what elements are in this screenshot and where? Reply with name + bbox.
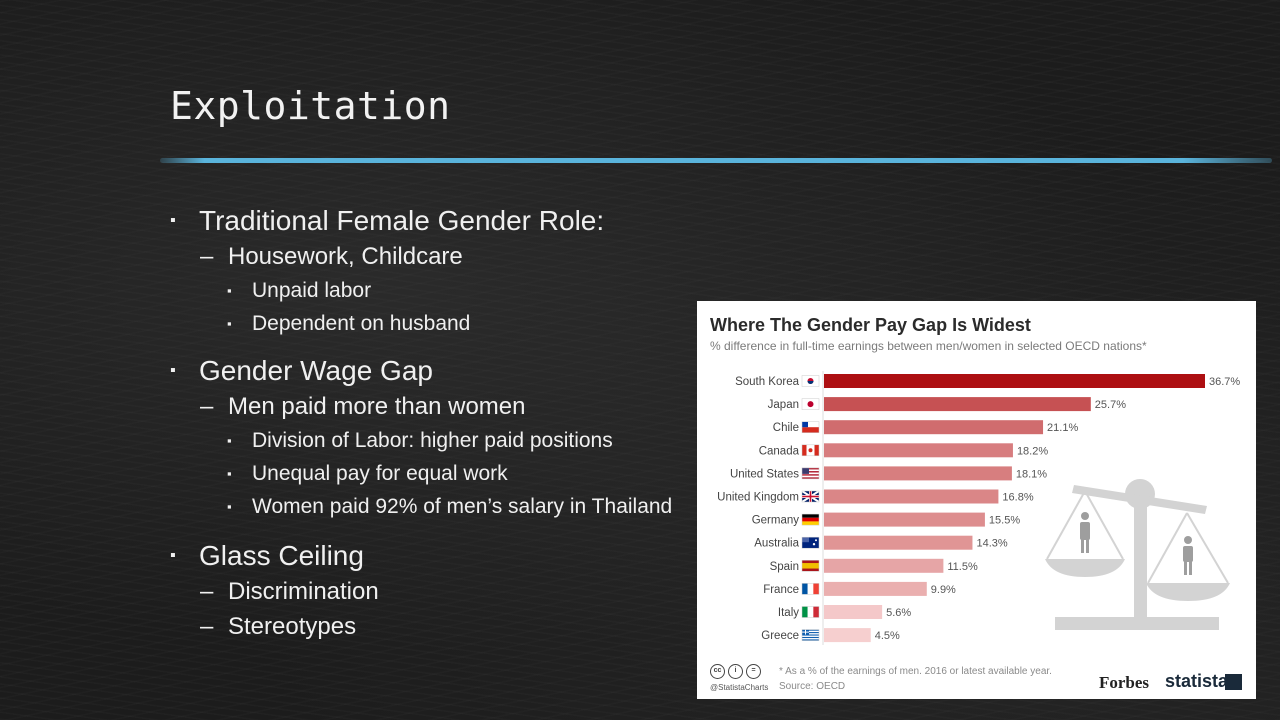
- bar-italy: [824, 605, 883, 619]
- value-label-japan: 25.7%: [1095, 399, 1126, 411]
- bullet-wage-gap: Gender Wage Gap: [170, 352, 672, 389]
- chart-panel: Where The Gender Pay Gap Is Widest % dif…: [697, 301, 1256, 699]
- bar-australia: [824, 535, 973, 550]
- value-label-united-states: 18.1%: [1016, 468, 1047, 480]
- subbullet-stereotypes: Stereotypes: [170, 609, 672, 644]
- slide-title: Exploitation: [170, 84, 451, 128]
- united-states-flag-icon: [801, 467, 820, 480]
- category-label-germany: Germany: [752, 515, 800, 527]
- category-label-japan: Japan: [768, 399, 799, 411]
- bar-japan: [824, 397, 1091, 412]
- bar-south-korea: [824, 374, 1205, 388]
- subbullet-unequal-pay: Unequal pay for equal work: [170, 457, 672, 490]
- creative-commons-icon: cc: [710, 664, 725, 679]
- category-label-united-states: United States: [730, 468, 799, 480]
- category-label-chile: Chile: [773, 422, 799, 434]
- subbullet-men-paid-more: Men paid more than women: [170, 389, 672, 424]
- license-icons: cc i =: [710, 664, 761, 679]
- germany-flag-icon: [801, 513, 820, 526]
- scale-illustration: [1045, 479, 1230, 630]
- value-label-greece: 4.5%: [875, 630, 900, 642]
- value-label-spain: 11.5%: [947, 561, 978, 573]
- spain-flag-icon: [801, 560, 820, 572]
- bar-germany: [824, 512, 985, 527]
- italy-flag-icon: [801, 606, 820, 618]
- greece-flag-icon: [801, 629, 820, 641]
- category-label-italy: Italy: [778, 607, 799, 619]
- subbullet-unpaid-labor: Unpaid labor: [170, 274, 672, 307]
- statista-handle: @StatistaCharts: [710, 683, 769, 692]
- value-label-canada: 18.2%: [1017, 445, 1048, 457]
- bar-united-kingdom: [824, 489, 999, 504]
- category-label-australia: Australia: [754, 538, 799, 550]
- category-label-spain: Spain: [770, 561, 799, 573]
- bullet-glass-ceiling: Glass Ceiling: [170, 537, 672, 574]
- chart-title: Where The Gender Pay Gap Is Widest: [710, 315, 1031, 335]
- category-label-france: France: [763, 584, 799, 596]
- value-label-australia: 14.3%: [976, 538, 1007, 550]
- no-derivatives-icon: =: [746, 664, 761, 679]
- subbullet-division-of-labor: Division of Labor: higher paid positions: [170, 424, 672, 457]
- japan-flag-icon: [801, 398, 820, 410]
- bar-canada: [824, 443, 1013, 458]
- bullet-traditional-role: Traditional Female Gender Role:: [170, 202, 672, 239]
- subbullet-housework: Housework, Childcare: [170, 239, 672, 274]
- bar-spain: [824, 558, 944, 573]
- forbes-logo: Forbes: [1099, 673, 1150, 692]
- statista-logo: statista: [1165, 671, 1229, 691]
- attribution-icon: i: [728, 664, 743, 679]
- category-label-united-kingdom: United Kingdom: [717, 492, 799, 504]
- australia-flag-icon: [801, 536, 820, 549]
- bullet-list: Traditional Female Gender Role: Housewor…: [170, 202, 672, 644]
- united-kingdom-flag-icon: [801, 490, 820, 503]
- south-korea-flag-icon: [801, 375, 820, 387]
- bar-chile: [824, 420, 1044, 435]
- chile-flag-icon: [801, 421, 820, 433]
- value-label-germany: 15.5%: [989, 515, 1020, 527]
- bar-greece: [824, 628, 871, 643]
- bar-chart: South Korea 36.7% Japan 25.7% Chile 21.1% Cana…: [717, 371, 1240, 645]
- value-label-france: 9.9%: [931, 584, 956, 596]
- category-label-canada: Canada: [759, 445, 800, 457]
- value-label-italy: 5.6%: [886, 607, 911, 619]
- category-label-greece: Greece: [761, 630, 799, 642]
- category-label-south-korea: South Korea: [735, 376, 800, 388]
- subbullet-dependent: Dependent on husband: [170, 307, 672, 340]
- subbullet-thailand: Women paid 92% of men’s salary in Thaila…: [170, 490, 672, 523]
- subbullet-discrimination: Discrimination: [170, 574, 672, 609]
- statista-logo-mark-icon: [1225, 674, 1242, 690]
- value-label-united-kingdom: 16.8%: [1002, 492, 1033, 504]
- value-label-south-korea: 36.7%: [1209, 376, 1240, 388]
- title-divider: [160, 158, 1272, 163]
- canada-flag-icon: [801, 444, 820, 457]
- chart-subtitle: % difference in full-time earnings betwe…: [710, 339, 1147, 353]
- france-flag-icon: [801, 583, 820, 595]
- chart-source: Source: OECD: [779, 681, 846, 692]
- chart-footnote: * As a % of the earnings of men. 2016 or…: [779, 666, 1052, 677]
- bars-layer: South Korea 36.7% Japan 25.7% Chile 21.1% Cana…: [717, 374, 1240, 643]
- bar-united-states: [824, 466, 1012, 481]
- value-label-chile: 21.1%: [1047, 422, 1078, 434]
- bar-france: [824, 581, 927, 596]
